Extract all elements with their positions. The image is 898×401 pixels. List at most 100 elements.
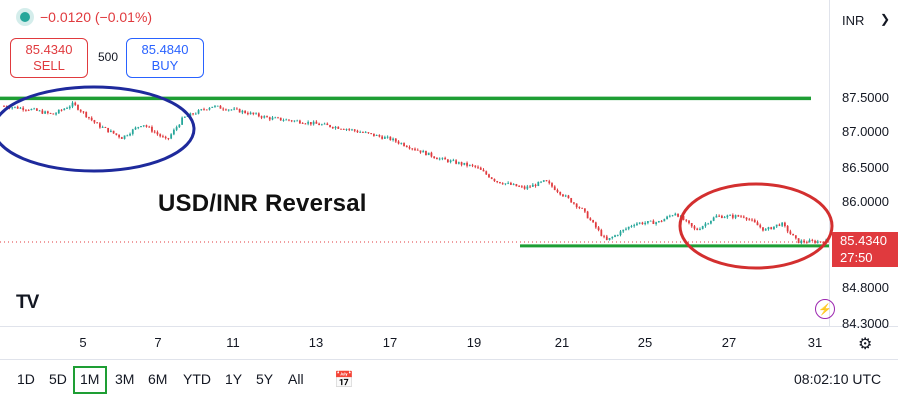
y-tick-label: 84.8000: [842, 280, 889, 295]
candle-body: [589, 218, 592, 221]
candle-body: [729, 215, 731, 216]
candle-body: [523, 186, 526, 189]
lightning-icon[interactable]: ⚡: [815, 299, 835, 319]
candle-body: [252, 112, 255, 115]
buy-button[interactable]: 85.4840 BUY: [126, 38, 204, 78]
candle-body: [718, 215, 721, 217]
candle-body: [611, 236, 614, 238]
live-dot-icon: [20, 12, 30, 22]
range-5d-button[interactable]: 5D: [49, 371, 67, 387]
bottom-toolbar: 1D 5D 1M 3M 6M YTD 1Y 5Y All 📅 08:02:10 …: [0, 359, 898, 401]
candle-body: [452, 160, 455, 162]
range-6m-button[interactable]: 6M: [148, 371, 168, 387]
candle-body: [364, 132, 367, 134]
candle-body: [737, 215, 740, 217]
candle-body: [77, 104, 79, 110]
candle-body: [537, 181, 540, 186]
candle-body: [605, 236, 608, 240]
candle-body: [156, 132, 159, 135]
candle-body: [104, 127, 107, 128]
candle-body: [162, 136, 164, 138]
candle-body: [726, 215, 729, 218]
candle-body: [751, 219, 753, 221]
candle-body: [534, 184, 537, 186]
candle-body: [88, 116, 90, 118]
candle-body: [359, 132, 362, 133]
y-tick-label: 87.0000: [842, 124, 889, 139]
candle-body: [504, 183, 507, 185]
utc-clock[interactable]: 08:02:10 UTC: [794, 371, 882, 387]
settings-icon[interactable]: ⚙: [858, 336, 873, 353]
candle-body: [296, 120, 299, 122]
candle-body: [400, 143, 403, 144]
active-range-outline: [73, 366, 107, 394]
candle-body: [542, 180, 545, 182]
candle-body: [194, 113, 197, 115]
candle-body: [246, 113, 249, 115]
candle-body: [720, 215, 723, 218]
candle-body: [115, 133, 118, 135]
candle-body: [570, 198, 573, 203]
candle-body: [479, 167, 482, 170]
candle-body: [96, 122, 99, 124]
range-1m-button[interactable]: 1M: [80, 371, 100, 387]
candle-body: [457, 162, 460, 164]
candle-body: [814, 240, 816, 243]
candle-body: [767, 227, 770, 230]
range-1y-button[interactable]: 1Y: [225, 371, 243, 387]
candle-body: [573, 202, 575, 204]
candle-body: [49, 113, 52, 114]
candle-body: [11, 107, 14, 109]
candle-body: [463, 162, 466, 165]
chevron-right-icon[interactable]: ❯: [880, 12, 891, 26]
candle-body: [337, 126, 340, 129]
candle-body: [35, 108, 38, 111]
range-1d-button[interactable]: 1D: [17, 371, 35, 387]
candle-body: [271, 117, 274, 120]
candle-body: [583, 208, 586, 212]
range-3m-button[interactable]: 3M: [115, 371, 135, 387]
candle-body: [797, 238, 800, 244]
range-all-button[interactable]: All: [288, 371, 304, 387]
candle-body: [619, 231, 622, 236]
calendar-goto-icon[interactable]: 📅: [334, 372, 354, 389]
candle-body: [263, 116, 266, 118]
candle-body: [660, 221, 663, 222]
candle-body: [526, 186, 529, 189]
candle-body: [181, 117, 183, 125]
range-ytd-button[interactable]: YTD: [183, 371, 211, 387]
range-5y-button[interactable]: 5Y: [256, 371, 274, 387]
candle-body: [52, 113, 55, 115]
x-tick-label: 13: [309, 335, 323, 350]
candle-body: [731, 215, 734, 218]
quantity-field[interactable]: 500: [97, 50, 119, 64]
candle-body: [704, 223, 707, 227]
candle-body: [383, 137, 386, 139]
candle-body: [301, 123, 304, 125]
candle-body: [159, 134, 162, 137]
candle-body: [79, 109, 82, 112]
candle-body: [120, 137, 123, 139]
candle-body: [304, 123, 307, 125]
candle-body: [811, 240, 814, 241]
x-tick-label: 17: [383, 335, 397, 350]
candle-body: [668, 215, 671, 217]
candle-body: [137, 126, 140, 128]
candle-body: [794, 235, 797, 239]
candle-body: [614, 235, 616, 237]
candle-body: [433, 156, 436, 159]
candle-body: [647, 221, 649, 223]
candle-body: [411, 148, 414, 150]
candle-body: [474, 165, 477, 167]
candle-body: [444, 157, 447, 160]
candle-body: [427, 152, 430, 156]
candle-body: [353, 129, 356, 131]
currency-label[interactable]: INR: [842, 13, 865, 28]
candle-body: [129, 133, 131, 136]
candle-body: [633, 225, 636, 227]
candle-body: [501, 183, 504, 185]
sell-button[interactable]: 85.4340 SELL: [10, 38, 88, 78]
candle-body: [775, 224, 778, 227]
candle-body: [290, 120, 293, 122]
